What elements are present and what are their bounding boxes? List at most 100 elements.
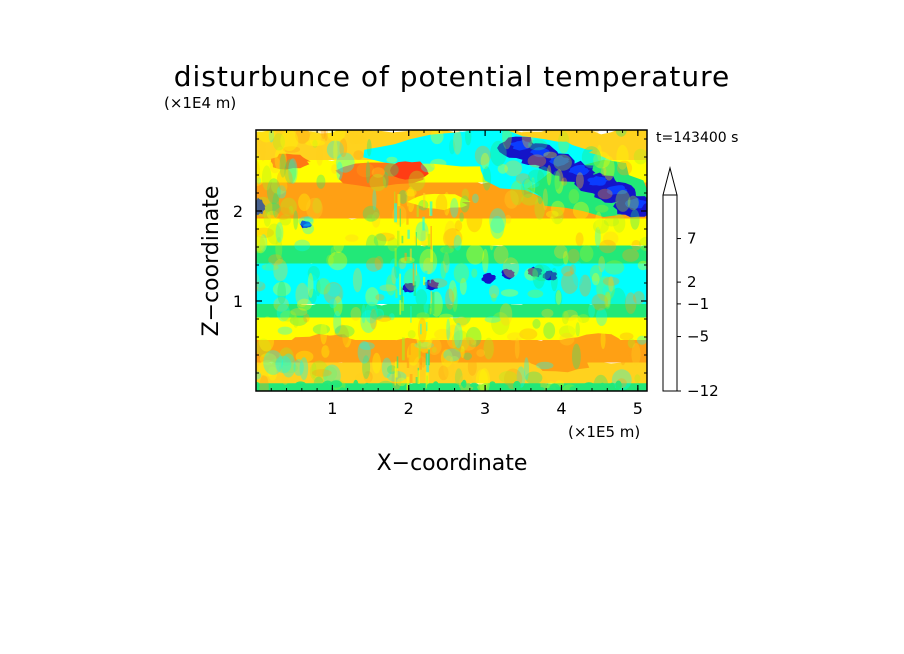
contour-texture-spot	[366, 139, 372, 157]
contour-texture-spot	[450, 356, 459, 364]
contour-texture-spot	[454, 220, 463, 232]
contour-texture-spot	[362, 205, 380, 222]
contour-texture-spot	[478, 368, 491, 391]
contour-speckle	[549, 383, 560, 391]
contour-texture-spot	[334, 325, 355, 338]
contour-texture-spot	[604, 291, 612, 309]
contour-texture-spot	[561, 265, 575, 277]
contour-texture-spot	[568, 189, 580, 204]
contour-streak	[418, 341, 421, 359]
contour-speckle	[426, 383, 433, 389]
contour-texture-spot	[442, 244, 451, 266]
contour-texture-spot	[256, 273, 260, 290]
contour-texture-spot	[374, 256, 384, 270]
x-tick-label: 2	[404, 399, 414, 418]
contour-streak	[430, 226, 432, 250]
contour-texture-spot	[381, 357, 392, 378]
contour-speckle	[615, 380, 622, 390]
contour-texture-spot	[558, 140, 564, 152]
contour-texture-spot	[261, 263, 279, 271]
contour-texture-spot	[350, 307, 362, 321]
contour-texture-spot	[259, 234, 268, 252]
plot-frame	[255, 129, 648, 392]
contour-texture-spot	[466, 244, 485, 265]
colorbar-label: −1	[687, 295, 709, 313]
contour-speckle	[569, 386, 579, 391]
contour-texture-spot	[366, 257, 382, 272]
contour-texture-spot	[602, 285, 609, 296]
contour-speckle	[254, 391, 260, 395]
contour-texture-spot	[281, 353, 296, 378]
contour-texture-spot	[387, 237, 399, 252]
contour-texture-spot	[336, 199, 345, 213]
contour-texture-spot	[256, 281, 266, 292]
contour-texture-spot	[563, 309, 578, 321]
contour-texture-spot	[591, 272, 600, 286]
contour-streak	[399, 208, 401, 227]
contour-speckle	[432, 381, 439, 389]
contour-texture-spot	[429, 135, 445, 156]
contour-texture-spot	[279, 153, 287, 178]
negative-spot-mid	[542, 270, 558, 281]
contour-texture-spot	[595, 204, 609, 213]
contour-texture-spot	[480, 152, 490, 170]
contour-texture-spot	[510, 180, 524, 206]
contour-texture-spot	[452, 308, 471, 326]
contour-texture-spot	[405, 188, 417, 197]
contour-texture-spot	[276, 303, 290, 322]
contour-texture-spot	[365, 301, 378, 324]
contour-streak	[408, 342, 411, 355]
contour-texture-spot	[554, 244, 568, 259]
contour-texture-spot	[474, 145, 491, 166]
contour-texture-spot	[482, 166, 492, 191]
contour-texture-spot	[555, 290, 562, 305]
contour-speckle	[321, 383, 329, 391]
contour-streak	[415, 232, 417, 250]
contour-texture-spot	[373, 250, 381, 257]
contour-texture-spot	[342, 322, 352, 348]
contour-texture-spot	[561, 310, 569, 325]
contour-texture-spot	[406, 186, 415, 213]
contour-texture-spot	[551, 208, 564, 225]
contour-streak	[417, 370, 420, 384]
contour-streak	[430, 291, 433, 304]
contour-texture-spot	[419, 248, 438, 275]
contour-texture-spot	[490, 293, 497, 302]
contour-texture-spot	[333, 139, 338, 163]
contour-texture-spot	[309, 360, 329, 383]
contour-texture-spot	[634, 374, 641, 383]
contour-texture-spot	[446, 324, 460, 349]
contour-texture-spot	[306, 197, 323, 220]
contour-texture-spot	[484, 316, 501, 323]
x-tick-label: 4	[556, 399, 566, 418]
y-axis-ticks: 12	[233, 138, 647, 374]
contour-texture-spot	[423, 295, 429, 315]
contour-texture-spot	[277, 326, 293, 335]
contour-texture-spot	[333, 296, 343, 317]
contour-texture-spot	[362, 355, 371, 379]
contour-texture-spot	[515, 173, 531, 185]
contour-texture-spot	[272, 282, 291, 297]
contour-texture-spot	[463, 352, 472, 361]
negative-spot-mid	[401, 283, 416, 293]
contour-streak	[426, 353, 430, 373]
contour-streak	[401, 235, 404, 244]
contour-texture-spot	[497, 163, 508, 174]
contour-streak	[412, 263, 415, 286]
contour-texture-spot	[453, 263, 470, 284]
contour-texture-spot	[524, 357, 529, 381]
contour-streak	[423, 192, 426, 208]
contour-texture-spot	[259, 374, 269, 391]
contour-texture-spot	[272, 259, 288, 282]
x-axis-ticks: 1 2 3 4 5	[270, 130, 643, 418]
contour-streak	[396, 356, 399, 369]
colorbar: −12−5−127	[662, 166, 719, 400]
contour-streak	[426, 322, 428, 332]
contour-texture-spot	[298, 193, 311, 212]
contour-texture-spot	[543, 322, 556, 339]
contour-texture-spot	[369, 308, 378, 330]
contour-streak	[404, 252, 407, 261]
contour-texture-spot	[376, 315, 392, 322]
contour-texture-spot	[374, 308, 385, 320]
contour-texture-spot	[561, 271, 579, 294]
